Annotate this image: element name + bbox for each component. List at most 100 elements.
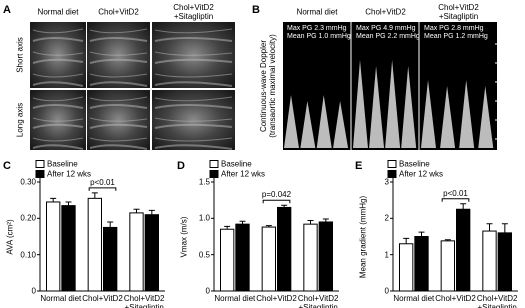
bar <box>61 205 76 292</box>
doppler-spike <box>385 60 401 148</box>
bar <box>103 226 118 292</box>
legend-label: After 12 wks <box>47 169 92 179</box>
doppler-measurement: Mean PG 1.2 mmHg <box>424 33 488 40</box>
column-header: Chol+VitD2 <box>98 7 139 17</box>
significance-label: p=0.042 <box>261 190 292 200</box>
x-tick-label: Chol+VitD2 +Sitagliptin <box>297 294 339 308</box>
row-label: Long axis <box>15 102 25 138</box>
significance-label: p<0.01 <box>443 188 468 198</box>
error-bar <box>133 208 140 213</box>
y-tick-label: 0.30 <box>20 177 36 187</box>
tissue-streak <box>32 28 84 34</box>
bar <box>235 223 250 292</box>
tissue-streak <box>32 144 84 150</box>
error-bar <box>239 220 246 225</box>
y-tick-label: 0.5 <box>198 250 210 260</box>
tissue-streak <box>89 58 148 64</box>
x-tick-label: Chol+VitD2 <box>82 294 123 303</box>
error-bar <box>148 209 155 215</box>
column-header: Chol+VitD2 <box>365 7 406 17</box>
bar <box>220 228 235 292</box>
error-bar <box>418 231 425 237</box>
x-tick-label: Chol+VitD2 +Sitagliptin <box>123 294 165 308</box>
tissue-streak <box>89 104 148 109</box>
bar <box>456 208 471 292</box>
tissue-streak <box>154 137 233 142</box>
panel-label: E <box>355 160 363 172</box>
x-tick-label: Chol+VitD2 <box>435 294 476 303</box>
tissue-streak <box>89 137 148 142</box>
legend-label: After 12 wks <box>221 169 266 179</box>
doppler-measurement: Mean PG 2.2 mmHg <box>356 33 420 40</box>
bar <box>414 236 429 292</box>
y-tick-label: 0 <box>31 286 36 296</box>
tissue-streak <box>154 117 233 122</box>
tissue-streak <box>32 104 84 109</box>
row-label: Short axis <box>15 37 25 73</box>
y-axis-label: Mean gradient (mmHg) <box>358 195 368 278</box>
x-tick-label: Normal diet <box>214 294 256 303</box>
doppler-spike <box>369 66 385 148</box>
doppler-spike <box>478 86 494 148</box>
bar <box>144 214 160 292</box>
doppler-measurement: Max PG 2.8 mmHg <box>424 25 484 32</box>
tissue-streak <box>32 58 84 64</box>
doppler-measurement: Mean PG 1.0 mmHg <box>287 33 351 40</box>
tissue-streak <box>154 81 233 87</box>
y-axis-label: AVA (cm²) <box>5 218 15 255</box>
legend-label: Baseline <box>399 159 430 169</box>
x-tick-label: Chol+VitD2 +Sitagliptin <box>476 294 518 308</box>
y-axis-label: Vmax (m/s) <box>179 216 189 257</box>
tissue-streak <box>32 117 84 122</box>
tick-label: 120 <box>500 40 512 47</box>
tissue-streak <box>89 144 148 150</box>
panel-label: A <box>3 4 11 16</box>
legend-label: Baseline <box>221 159 252 169</box>
y-tick-label: 2 <box>384 213 389 223</box>
error-bar <box>107 221 114 228</box>
significance-bracket <box>88 187 117 191</box>
bar <box>129 212 144 292</box>
significance-bracket <box>441 198 470 202</box>
significance-bracket <box>262 199 291 204</box>
legend-label: After 12 wks <box>399 169 444 179</box>
error-bar <box>265 225 272 228</box>
bar <box>303 223 318 292</box>
tissue-streak <box>154 58 233 64</box>
tick-label: 100 <box>500 59 512 66</box>
error-bar <box>224 225 231 230</box>
column-header: Normal diet <box>37 7 79 17</box>
panel-label: B <box>252 4 260 16</box>
column-header: Chol+VitD2 +Sitagliptin <box>173 3 214 21</box>
tissue-streak <box>154 37 233 42</box>
legend-label: Baseline <box>47 159 78 169</box>
axis-label: Continuous-wave Doppler (transaortic max… <box>259 34 277 138</box>
doppler-spike <box>401 66 417 148</box>
error-bar <box>486 223 493 232</box>
doppler-measurement: Max PG 4.9 mmHg <box>356 25 416 32</box>
tissue-streak <box>89 81 148 87</box>
tick-label: 80 <box>500 78 508 85</box>
doppler-spike <box>440 86 456 148</box>
legend-swatch <box>35 170 45 178</box>
y-tick-label: 1 <box>384 250 389 260</box>
column-header: Normal diet <box>296 7 338 17</box>
legend-swatch <box>387 170 397 178</box>
doppler-spike <box>284 95 299 148</box>
y-tick-label: 0 <box>205 286 210 296</box>
tissue-streak <box>154 51 233 56</box>
error-bar <box>501 223 508 233</box>
tissue-streak <box>89 117 148 122</box>
tissue-streak <box>32 37 84 42</box>
tissue-streak <box>32 51 84 56</box>
bar <box>46 201 61 292</box>
y-tick-label: 1.0 <box>198 213 210 223</box>
tissue-streak <box>154 96 233 102</box>
tissue-streak <box>32 123 84 129</box>
y-tick-label: 3 <box>384 177 389 187</box>
tissue-streak <box>32 81 84 87</box>
legend-swatch <box>35 160 45 168</box>
error-bar <box>460 203 467 210</box>
y-tick-label: 1.5 <box>198 177 210 187</box>
